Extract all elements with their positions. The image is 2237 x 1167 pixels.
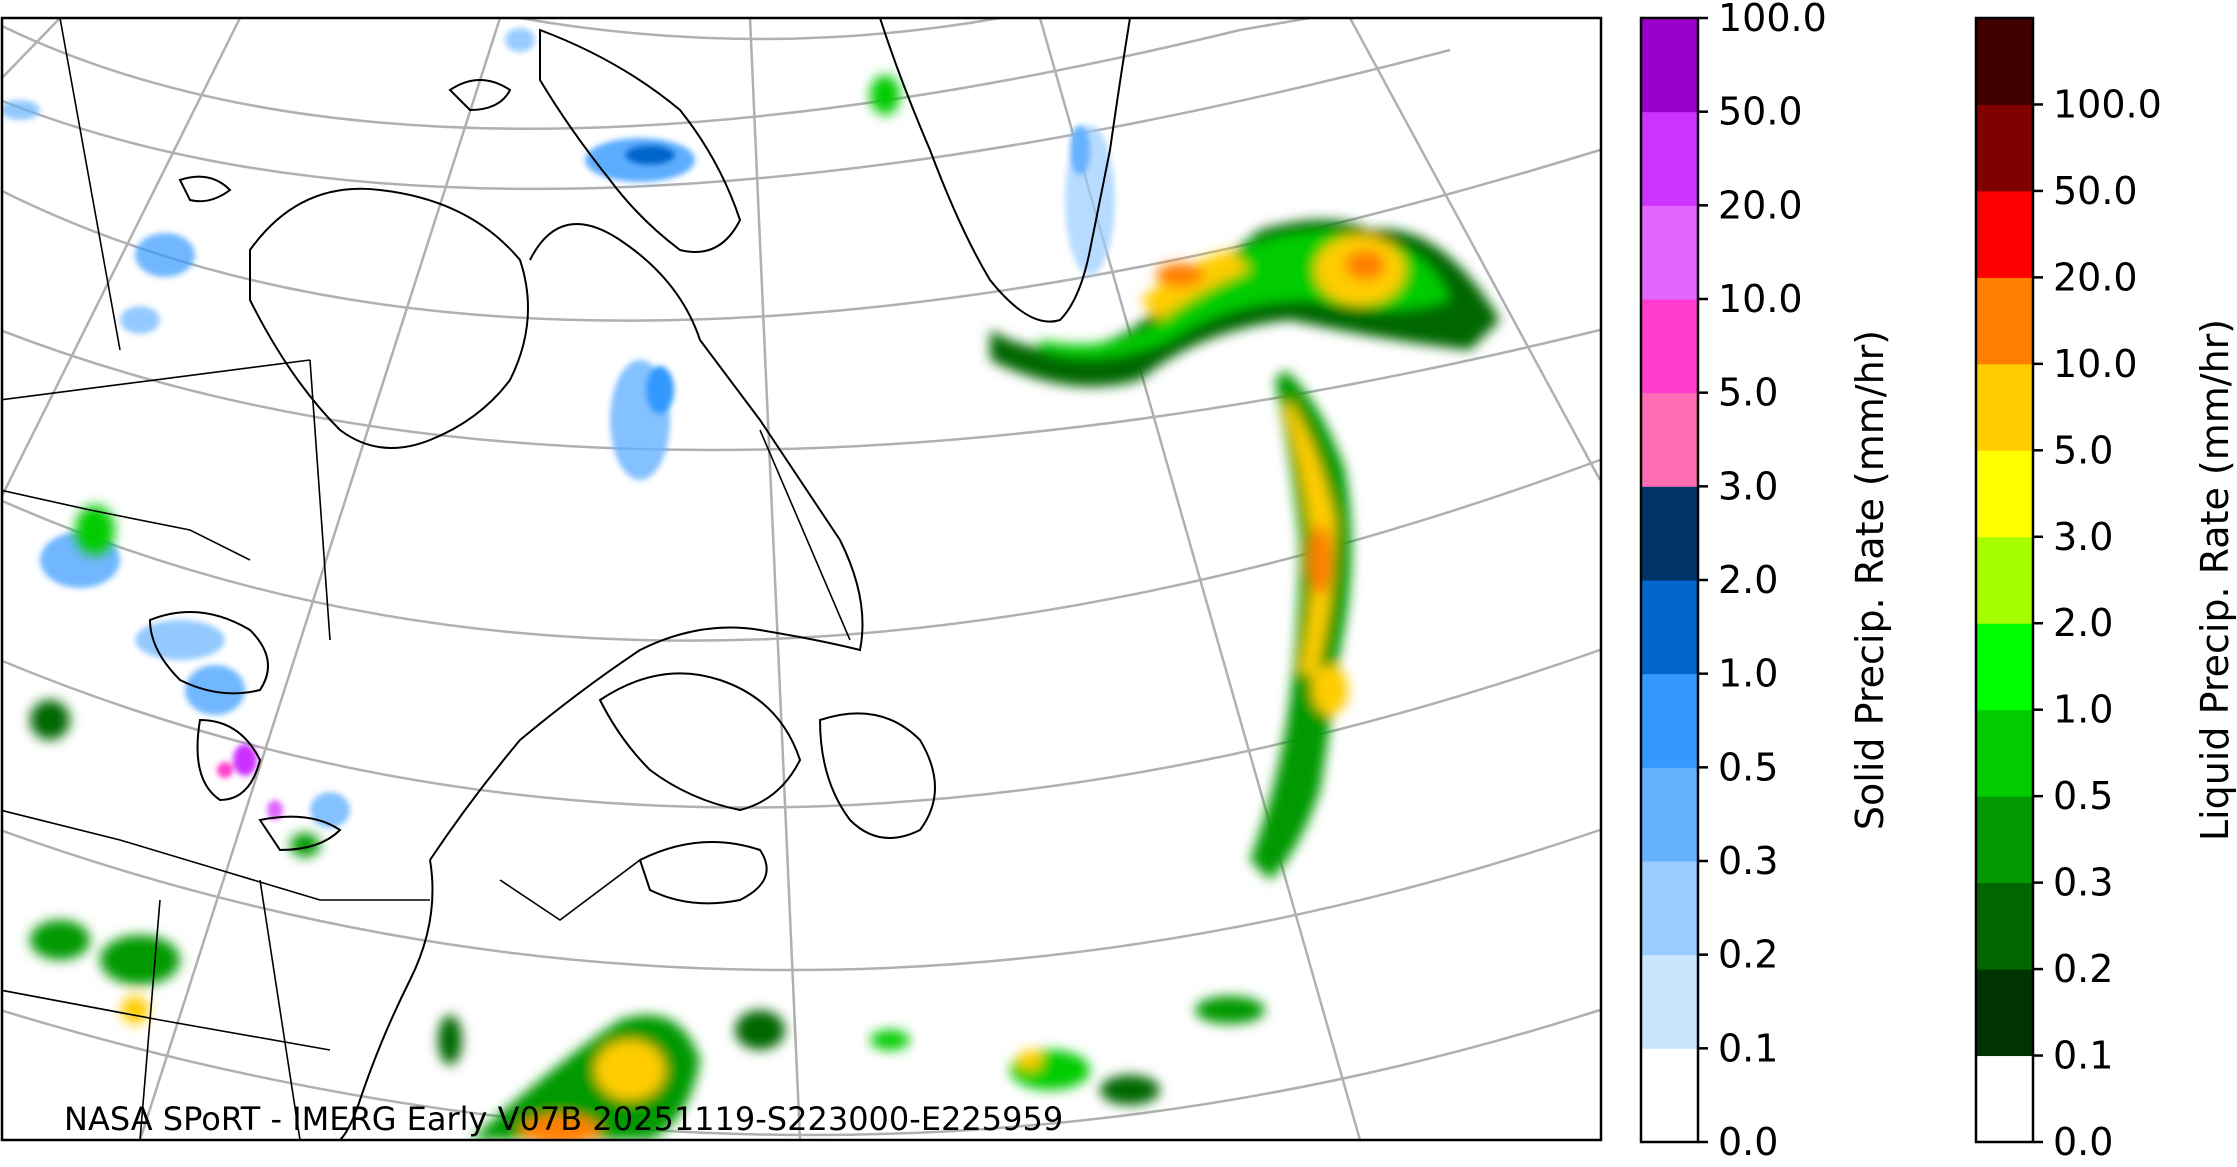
liquid-colorbar-segment bbox=[1976, 450, 2033, 538]
solid-colorbar-segment bbox=[1641, 18, 1698, 113]
liquid-colorbar-segment bbox=[1976, 709, 2033, 797]
solid-tick-label: 100.0 bbox=[1718, 0, 1827, 40]
solid-colorbar-segment bbox=[1641, 767, 1698, 862]
liquid-tick-label: 0.5 bbox=[2053, 774, 2113, 818]
liquid-colorbar-segment bbox=[1976, 536, 2033, 624]
liquid-colorbar-segment bbox=[1976, 1055, 2033, 1143]
map-frame bbox=[0, 16, 1603, 1142]
liquid-tick-label: 0.2 bbox=[2053, 947, 2113, 991]
liquid-tick-label: 5.0 bbox=[2053, 428, 2113, 472]
liquid-tick-label: 2.0 bbox=[2053, 601, 2113, 645]
solid-tick-label: 50.0 bbox=[1718, 90, 1803, 134]
solid-tick-label: 3.0 bbox=[1718, 464, 1778, 508]
credit-text: NASA SPoRT - IMERG Early V07B 20251119-S… bbox=[64, 1100, 1063, 1138]
solid-colorbar-segment bbox=[1641, 673, 1698, 768]
liquid-tick-label: 20.0 bbox=[2053, 255, 2138, 299]
liquid-colorbar-segment bbox=[1976, 882, 2033, 970]
liquid-colorbar-segment bbox=[1976, 363, 2033, 451]
liquid-tick-label: 10.0 bbox=[2053, 342, 2138, 386]
solid-colorbar-segment bbox=[1641, 205, 1698, 300]
liquid-colorbar-segment bbox=[1976, 623, 2033, 711]
solid-colorbar-label: Solid Precip. Rate (mm/hr) bbox=[1848, 330, 1892, 830]
solid-tick-label: 0.1 bbox=[1718, 1026, 1778, 1070]
liquid-tick-label: 100.0 bbox=[2053, 82, 2162, 126]
liquid-colorbar-segment bbox=[1976, 969, 2033, 1057]
solid-tick-label: 0.5 bbox=[1718, 745, 1778, 789]
liquid-colorbar-segment bbox=[1976, 190, 2033, 278]
map-panel: NASA SPoRT - IMERG Early V07B 20251119-S… bbox=[2, 18, 1601, 1140]
liquid-colorbar-segment bbox=[1976, 796, 2033, 884]
liquid-tick-label: 3.0 bbox=[2053, 515, 2113, 559]
liquid-precip-field bbox=[30, 75, 1500, 1140]
solid-tick-label: 5.0 bbox=[1718, 371, 1778, 415]
liquid-precip-colorbar: 0.0 0.1 0.2 0.3 0.5 1.0 2.0 3.0 5.0 10.0 20.0 50.0 1… bbox=[1974, 16, 2237, 1164]
liquid-tick-label: 0.0 bbox=[2053, 1120, 2113, 1164]
solid-tick-label: 1.0 bbox=[1718, 652, 1778, 696]
solid-colorbar-segment bbox=[1641, 486, 1698, 581]
solid-tick-label: 10.0 bbox=[1718, 277, 1803, 321]
solid-colorbar-segment bbox=[1641, 299, 1698, 394]
solid-tick-label: 0.3 bbox=[1718, 839, 1778, 883]
solid-colorbar-segment bbox=[1641, 861, 1698, 956]
solid-colorbar-segment bbox=[1641, 954, 1698, 1049]
solid-colorbar-segment bbox=[1641, 392, 1698, 487]
solid-precip-colorbar: 0.0 0.1 0.2 0.3 0.5 1.0 2.0 3.0 5.0 10.0 20.0 50.0 1… bbox=[1639, 0, 1892, 1164]
liquid-colorbar-segment bbox=[1976, 18, 2033, 105]
liquid-tick-label: 0.3 bbox=[2053, 861, 2113, 905]
liquid-colorbar-label: Liquid Precip. Rate (mm/hr) bbox=[2193, 319, 2237, 841]
solid-colorbar-segment bbox=[1641, 1048, 1698, 1143]
liquid-colorbar-segment bbox=[1976, 104, 2033, 192]
liquid-tick-label: 0.1 bbox=[2053, 1034, 2113, 1078]
solid-colorbar-segment bbox=[1641, 111, 1698, 206]
coastlines bbox=[148, 18, 1131, 1140]
liquid-tick-label: 1.0 bbox=[2053, 688, 2113, 732]
solid-tick-label: 0.2 bbox=[1718, 933, 1778, 977]
solid-precip-field bbox=[2, 28, 1115, 828]
solid-tick-label: 2.0 bbox=[1718, 558, 1778, 602]
liquid-colorbar-frame bbox=[1974, 16, 2035, 1144]
political-borders bbox=[2, 18, 851, 1140]
solid-tick-label: 20.0 bbox=[1718, 183, 1803, 227]
solid-colorbar-segment bbox=[1641, 580, 1698, 675]
liquid-tick-label: 50.0 bbox=[2053, 169, 2138, 213]
solid-tick-label: 0.0 bbox=[1718, 1120, 1778, 1164]
liquid-colorbar-segment bbox=[1976, 277, 2033, 365]
